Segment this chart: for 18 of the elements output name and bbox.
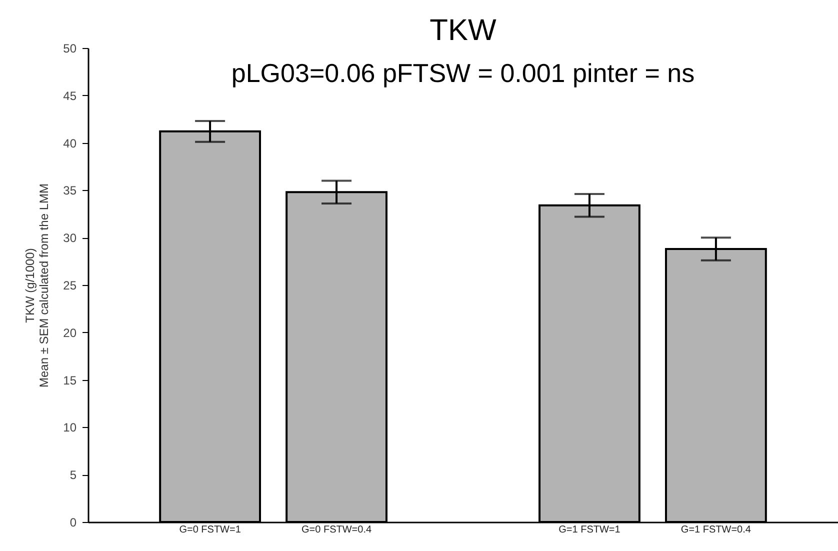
y-tick-label: 35 xyxy=(63,184,77,198)
y-tick-label: 30 xyxy=(63,231,77,246)
y-tick-label: 45 xyxy=(63,88,77,103)
chart-title: TKW xyxy=(430,14,498,47)
y-tick-label: 25 xyxy=(63,278,77,292)
y-tick-label: 5 xyxy=(70,468,77,482)
y-tick-label: 40 xyxy=(63,136,77,150)
x-tick-label: G=0 FSTW=1 xyxy=(179,524,242,536)
y-axis-title: TKW (g/1000) Mean ± SEM calculated from the LMM xyxy=(23,184,52,388)
x-tick-label: G=1 FSTW=0.4 xyxy=(680,524,752,536)
y-tick-label: 20 xyxy=(63,326,77,340)
y-tick-label: 0 xyxy=(70,516,77,530)
chart-subtitle: pLG03=0.06 pFTSW = 0.001 pinter = ns xyxy=(231,58,695,88)
x-tick-label: G=1 FSTW=1 xyxy=(558,524,621,536)
y-tick-label: 10 xyxy=(63,420,77,435)
y-tick-label: 50 xyxy=(63,42,77,56)
y-tick-label: 15 xyxy=(63,373,77,388)
x-tick-label: G=0 FSTW=0.4 xyxy=(302,524,372,536)
